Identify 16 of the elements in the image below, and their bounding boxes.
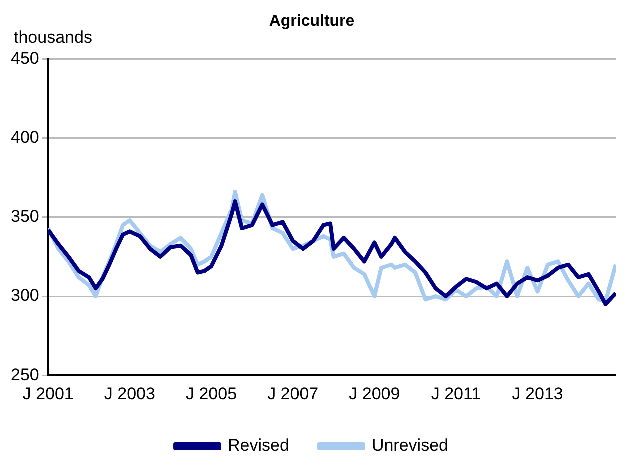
y-tick-label: 450	[10, 48, 40, 68]
x-tick-label: J 2009	[349, 384, 400, 404]
x-tick-label: J 2005	[186, 384, 238, 404]
legend-label: Revised	[228, 436, 290, 456]
y-tick-label: 300	[10, 286, 40, 306]
x-tick-label: J 2013	[512, 384, 564, 404]
x-tick-label: J 2011	[431, 384, 482, 404]
legend-label: Unrevised	[372, 436, 448, 456]
y-tick-label: 400	[10, 128, 40, 147]
y-axis-title: thousands	[14, 28, 92, 48]
x-tick-label: J 2001	[22, 384, 74, 404]
x-tick-label: J 2003	[104, 384, 156, 404]
x-tick-label: J 2007	[268, 384, 319, 404]
y-tick-label: 350	[10, 207, 40, 226]
chart-title: Agriculture	[269, 13, 355, 30]
y-tick-label: 250	[10, 365, 40, 384]
